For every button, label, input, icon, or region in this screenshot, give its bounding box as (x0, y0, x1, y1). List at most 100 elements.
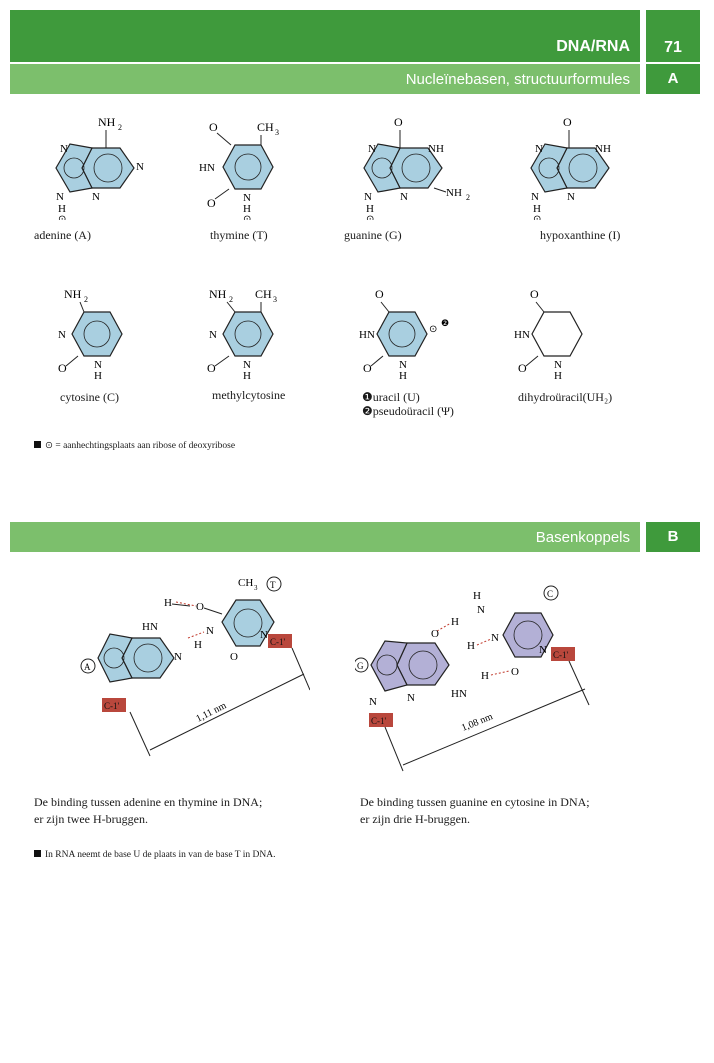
svg-text:N: N (136, 161, 144, 173)
svg-text:H: H (473, 590, 481, 602)
section-b-band: Basenkoppels (10, 522, 640, 552)
svg-text:O: O (518, 361, 527, 375)
caption-gc-line2: er zijn drie H-bruggen. (360, 812, 470, 826)
svg-text:O: O (207, 196, 216, 210)
svg-text:2: 2 (466, 193, 470, 202)
svg-text:CH: CH (238, 577, 253, 589)
svg-text:❷: ❷ (441, 318, 449, 328)
header-band: DNA/RNA (10, 10, 640, 62)
svg-text:HN: HN (514, 329, 530, 341)
svg-text:⊙: ⊙ (243, 214, 251, 220)
svg-text:H: H (243, 370, 251, 382)
svg-text:N: N (243, 192, 251, 204)
svg-text:N: N (491, 632, 499, 644)
svg-text:O: O (230, 651, 238, 663)
svg-text:⊙: ⊙ (399, 381, 407, 382)
svg-text:⊙: ⊙ (533, 214, 541, 220)
svg-text:⊙: ⊙ (94, 381, 102, 382)
svg-text:C-1': C-1' (270, 637, 286, 647)
svg-text:H: H (58, 203, 66, 215)
svg-text:H: H (481, 670, 489, 682)
svg-text:N: N (368, 143, 376, 155)
svg-text:NH: NH (209, 287, 227, 301)
section-b-tab: B (646, 522, 700, 552)
svg-text:CH: CH (257, 120, 274, 134)
svg-text:C: C (547, 589, 553, 599)
caption-at: De binding tussen adenine en thymine in … (34, 794, 262, 828)
svg-text:T: T (270, 580, 276, 590)
svg-text:N: N (399, 359, 407, 371)
adenine-thymine-pair-diagram: CH 3 O N O N T C-1' H HN H N A C-1' 1,11 … (80, 576, 310, 757)
svg-text:CH: CH (255, 287, 272, 301)
svg-text:2: 2 (229, 295, 233, 304)
svg-text:N: N (94, 359, 102, 371)
svg-text:3: 3 (254, 584, 258, 592)
svg-text:NH: NH (595, 143, 611, 155)
svg-text:HN: HN (451, 688, 467, 700)
svg-text:⊙: ⊙ (366, 214, 374, 220)
svg-text:N: N (209, 329, 217, 341)
methylcytosine-structure: NH2 CH3 N O N H ⊙ (207, 287, 277, 382)
svg-text:H: H (366, 203, 374, 215)
svg-text:N: N (407, 692, 415, 704)
svg-text:❶: ❶ (409, 381, 417, 382)
svg-text:O: O (530, 287, 539, 301)
svg-text:N: N (56, 191, 64, 203)
svg-text:N: N (58, 329, 66, 341)
caption-gc-line1: De binding tussen guanine en cytosine in… (360, 795, 590, 809)
svg-text:O: O (363, 361, 372, 375)
svg-text:H: H (533, 203, 541, 215)
svg-text:⊙: ⊙ (429, 324, 437, 335)
svg-text:N: N (92, 191, 100, 203)
svg-text:⊙: ⊙ (243, 381, 251, 382)
section-b-title: Basenkoppels (535, 529, 630, 546)
svg-text:NH: NH (446, 187, 462, 199)
svg-text:O: O (209, 120, 218, 134)
svg-text:H: H (451, 616, 459, 628)
svg-text:O: O (431, 628, 439, 640)
chapter-title: DNA/RNA (556, 38, 630, 55)
caption-at-line2: er zijn twee H-bruggen. (34, 812, 148, 826)
section-a-tab: A (646, 64, 700, 94)
hypoxanthine-structure: O N NH N N H ⊙ (530, 115, 611, 220)
svg-text:NH: NH (98, 115, 116, 129)
caption-gc: De binding tussen guanine en cytosine in… (360, 794, 590, 828)
svg-text:N: N (60, 143, 68, 155)
thymine-structure: O CH 3 HN O N H ⊙ (199, 120, 279, 220)
section-a-footnote: ⊙ = aanhechtingsplaats aan ribose of deo… (34, 440, 235, 451)
svg-text:N: N (369, 696, 377, 708)
svg-text:N: N (535, 143, 543, 155)
svg-text:HN: HN (142, 621, 158, 633)
base-label-thymine: thymine (T) (210, 228, 268, 242)
section-a-title: Nucleïnebasen, structuurformules (405, 71, 630, 88)
svg-text:H: H (243, 203, 251, 215)
svg-text:2: 2 (118, 123, 122, 132)
uracil-structure: O HN ⊙❷ O N H ⊙❶ (359, 287, 449, 382)
at-distance-label: 1,11 nm (194, 700, 228, 725)
section-b-footnote: In RNA neemt de base U de plaats in van … (34, 850, 276, 860)
base-label-pseudouracil: ❷pseudoüracil (Ψ) (362, 404, 454, 418)
svg-text:⊙: ⊙ (554, 381, 562, 382)
svg-text:G: G (357, 661, 364, 671)
page-number: 71 (646, 10, 700, 62)
svg-text:H: H (94, 370, 102, 382)
guanine-cytosine-pair-diagram: H N C N O N C-1' H O H H HN N N G C-1' 1… (355, 585, 590, 772)
svg-text:H: H (399, 370, 407, 382)
svg-text:NH: NH (64, 287, 82, 301)
svg-text:2: 2 (84, 295, 88, 304)
svg-text:C-1': C-1' (104, 701, 120, 711)
adenine-structure: NH 2 N N N N H ⊙ (55, 115, 144, 220)
base-label-guanine: guanine (G) (344, 228, 402, 242)
svg-text:O: O (511, 666, 519, 678)
dihydrouracil-structure: O HN O N H ⊙ (514, 287, 583, 382)
svg-text:3: 3 (275, 128, 279, 137)
svg-text:O: O (375, 287, 384, 301)
svg-text:N: N (554, 359, 562, 371)
bullet-square-icon (34, 441, 41, 448)
svg-text:H: H (194, 639, 202, 651)
base-label-uracil: ❶uracil (U) (362, 390, 420, 404)
svg-text:N: N (243, 359, 251, 371)
svg-text:N: N (174, 651, 182, 663)
svg-text:N: N (567, 191, 575, 203)
base-label-hypoxanthine: hypoxanthine (I) (540, 228, 621, 242)
